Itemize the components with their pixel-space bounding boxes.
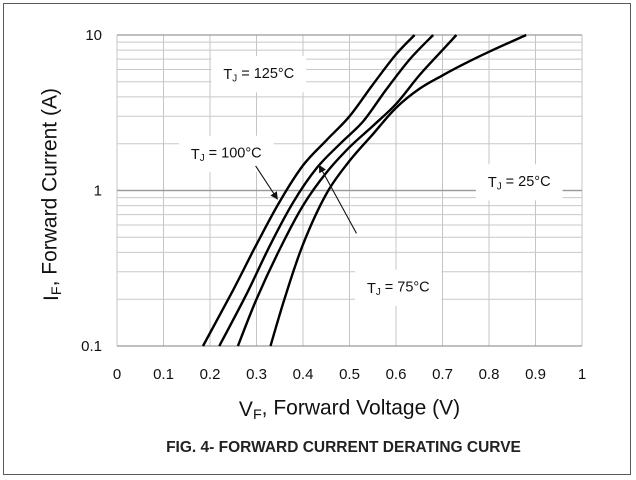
series-label-0: TJ = 125°C	[223, 66, 294, 84]
series-line-3	[269, 33, 527, 347]
series-line-1	[218, 34, 435, 347]
series-line-2	[236, 34, 458, 347]
x-tick-label: 1	[578, 366, 586, 383]
x-tick-label: 0.1	[153, 366, 174, 383]
x-tick-label: 0.5	[339, 366, 360, 383]
series-label-1: TJ = 100°C	[191, 146, 262, 164]
axis-titles: VF, Forward Voltage (V) IF, Forward Curre…	[39, 88, 521, 456]
tick-labels: 0 0.1 0.2 0.3 0.4 0.5 0.6 0.7 0.8 0.9 1 0.1 1 10	[81, 27, 586, 383]
x-tick-label: 0.6	[386, 366, 407, 383]
label-arrow	[318, 164, 357, 234]
x-tick-label: 0.9	[525, 366, 546, 383]
series-label-3: TJ = 25°C	[488, 174, 551, 192]
series-line-0	[201, 34, 416, 347]
y-tick-label: 0.1	[81, 338, 102, 355]
figure-caption: FIG. 4- FORWARD CURRENT DERATING CURVE	[166, 439, 521, 456]
x-tick-label: 0	[113, 366, 121, 383]
series-lines	[201, 33, 527, 347]
series-label-bg	[178, 135, 274, 172]
series-labels: TJ = 125°C TJ = 100°C TJ = 75°C TJ = 25°C	[178, 56, 563, 306]
x-tick-label: 0.4	[293, 366, 314, 383]
x-tick-label: 0.7	[432, 366, 453, 383]
x-tick-label: 0.8	[479, 366, 500, 383]
series-label-2: TJ = 75°C	[367, 280, 430, 298]
y-axis-title: IF, Forward Current (A)	[39, 88, 66, 301]
y-tick-label: 1	[94, 183, 102, 200]
x-axis-title: VF, Forward Voltage (V)	[239, 397, 460, 424]
series-label-bg	[475, 164, 563, 201]
series-label-bg	[211, 56, 307, 93]
x-tick-label: 0.3	[246, 366, 267, 383]
series-label-bg	[354, 269, 442, 306]
x-tick-label: 0.2	[200, 366, 221, 383]
y-tick-label: 10	[85, 27, 102, 44]
label-arrow	[255, 165, 278, 200]
